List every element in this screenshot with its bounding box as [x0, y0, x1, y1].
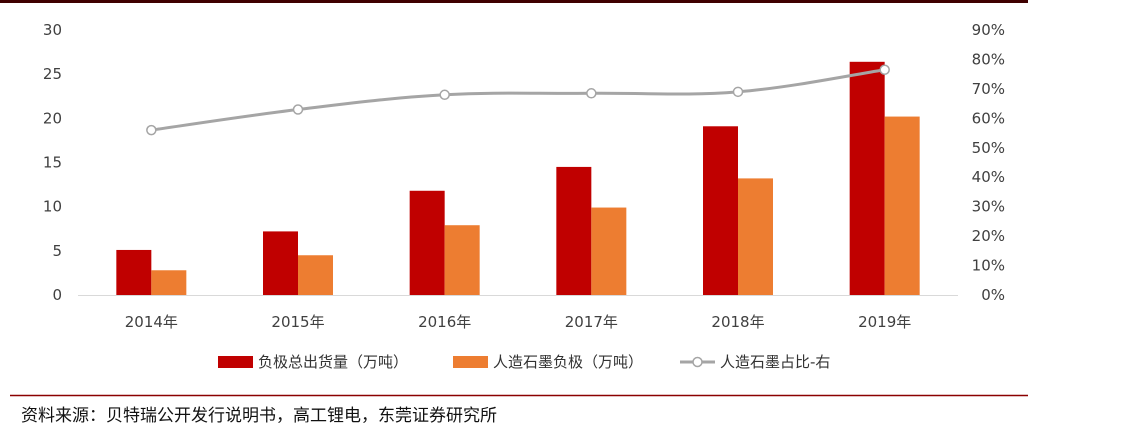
right-tick-label: 10%	[972, 257, 1005, 275]
x-tick-label: 2014年	[125, 313, 178, 331]
line-point	[879, 64, 890, 75]
legend-label: 负极总出货量（万吨）	[258, 353, 408, 371]
bar-series-1	[556, 166, 592, 295]
legend-swatch	[218, 356, 253, 368]
left-tick-label: 30	[43, 21, 62, 39]
x-tick-label: 2016年	[418, 313, 471, 331]
legend-marker	[692, 356, 703, 368]
x-tick-label: 2019年	[858, 313, 911, 331]
line-point	[146, 124, 157, 136]
line-point	[439, 89, 450, 101]
legend-label: 人造石墨负极（万吨）	[493, 353, 643, 371]
left-tick-label: 0	[52, 286, 62, 304]
bar-series-2	[738, 178, 773, 295]
line-series	[151, 68, 885, 132]
right-tick-label: 30%	[972, 198, 1005, 216]
bar-series-2	[591, 207, 627, 295]
right-tick-label: 90%	[972, 21, 1005, 39]
bar-series-2	[151, 270, 187, 295]
left-tick-label: 5	[52, 242, 62, 260]
x-tick-label: 2015年	[271, 313, 324, 331]
right-tick-label: 20%	[972, 227, 1005, 245]
line-point	[586, 88, 597, 99]
bar-series-1	[409, 190, 445, 295]
right-tick-label: 80%	[972, 50, 1005, 68]
right-tick-label: 0%	[981, 286, 1005, 304]
left-tick-label: 25	[43, 65, 62, 83]
x-axis-ticks: 2014年 2015年 2016年 2017年 2018年 2019年	[125, 313, 912, 331]
bar-series-1	[263, 231, 298, 295]
legend-swatch	[453, 356, 488, 368]
bar-series-2	[444, 225, 480, 295]
right-tick-label: 70%	[972, 80, 1005, 98]
bar-series-1	[703, 126, 738, 296]
bar-series-1	[116, 249, 152, 295]
x-tick-label: 2017年	[565, 313, 618, 331]
right-axis-ticks: 0% 10% 20% 30% 40% 50% 60% 70% 80% 90%	[972, 21, 1005, 304]
right-tick-label: 60%	[972, 109, 1005, 127]
legend-label: 人造石墨占比-右	[720, 353, 830, 371]
source-note: 资料来源：贝特瑞公开发行说明书，高工锂电，东莞证券研究所	[21, 406, 497, 426]
x-tick-label: 2018年	[711, 313, 764, 331]
plot-area	[78, 61, 958, 296]
bar-series-2	[298, 255, 333, 295]
left-tick-label: 15	[43, 154, 62, 172]
left-axis-ticks: 0 5 10 15 20 25 30	[43, 21, 62, 304]
bar-series-1	[849, 61, 885, 295]
left-tick-label: 20	[43, 109, 62, 127]
right-tick-label: 50%	[972, 139, 1005, 157]
line-point	[292, 104, 304, 115]
bar-series-2	[884, 116, 920, 295]
line-point	[732, 86, 744, 98]
legend: 负极总出货量（万吨） 人造石墨负极（万吨） 人造石墨占比-右	[218, 353, 830, 371]
left-tick-label: 10	[43, 198, 62, 216]
right-tick-label: 40%	[972, 168, 1005, 186]
